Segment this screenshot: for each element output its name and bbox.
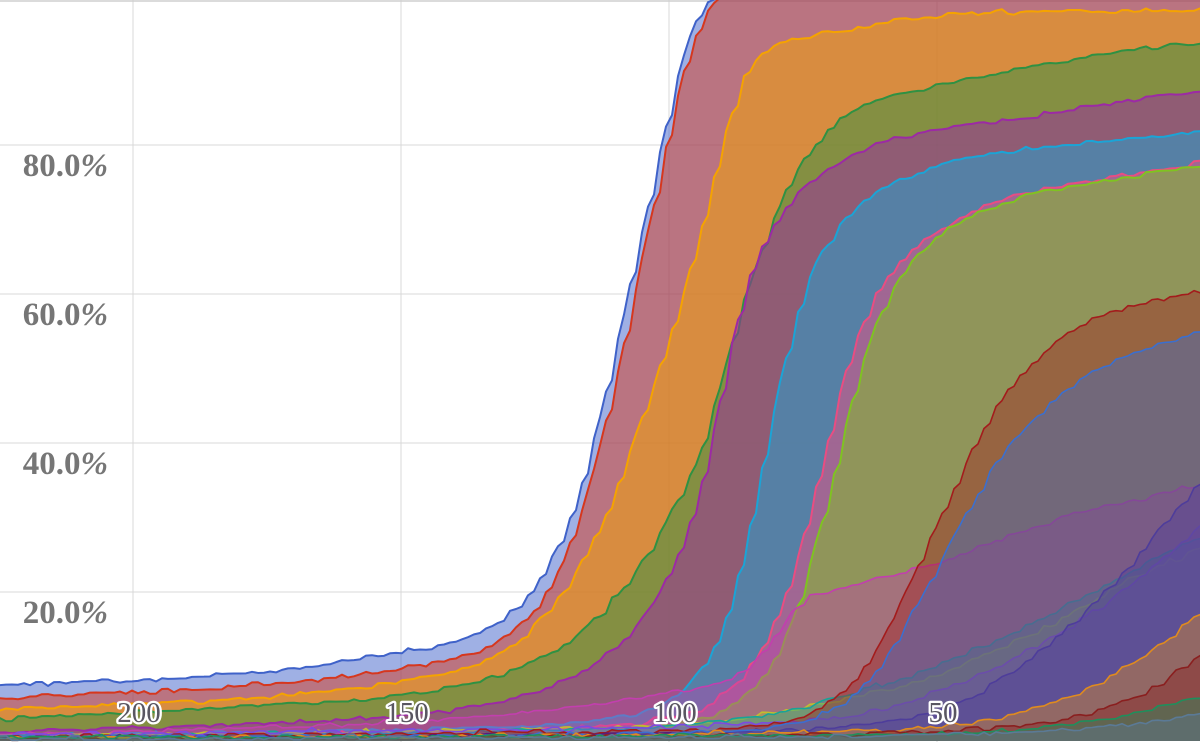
svg-text:100: 100	[653, 697, 697, 729]
svg-text:200: 200	[117, 697, 161, 729]
svg-text:80.0%: 80.0%	[23, 148, 108, 184]
svg-text:150: 150	[385, 697, 429, 729]
svg-text:20.0%: 20.0%	[23, 595, 108, 631]
svg-text:40.0%: 40.0%	[23, 446, 108, 482]
svg-text:50: 50	[929, 697, 958, 729]
svg-text:60.0%: 60.0%	[23, 297, 108, 333]
